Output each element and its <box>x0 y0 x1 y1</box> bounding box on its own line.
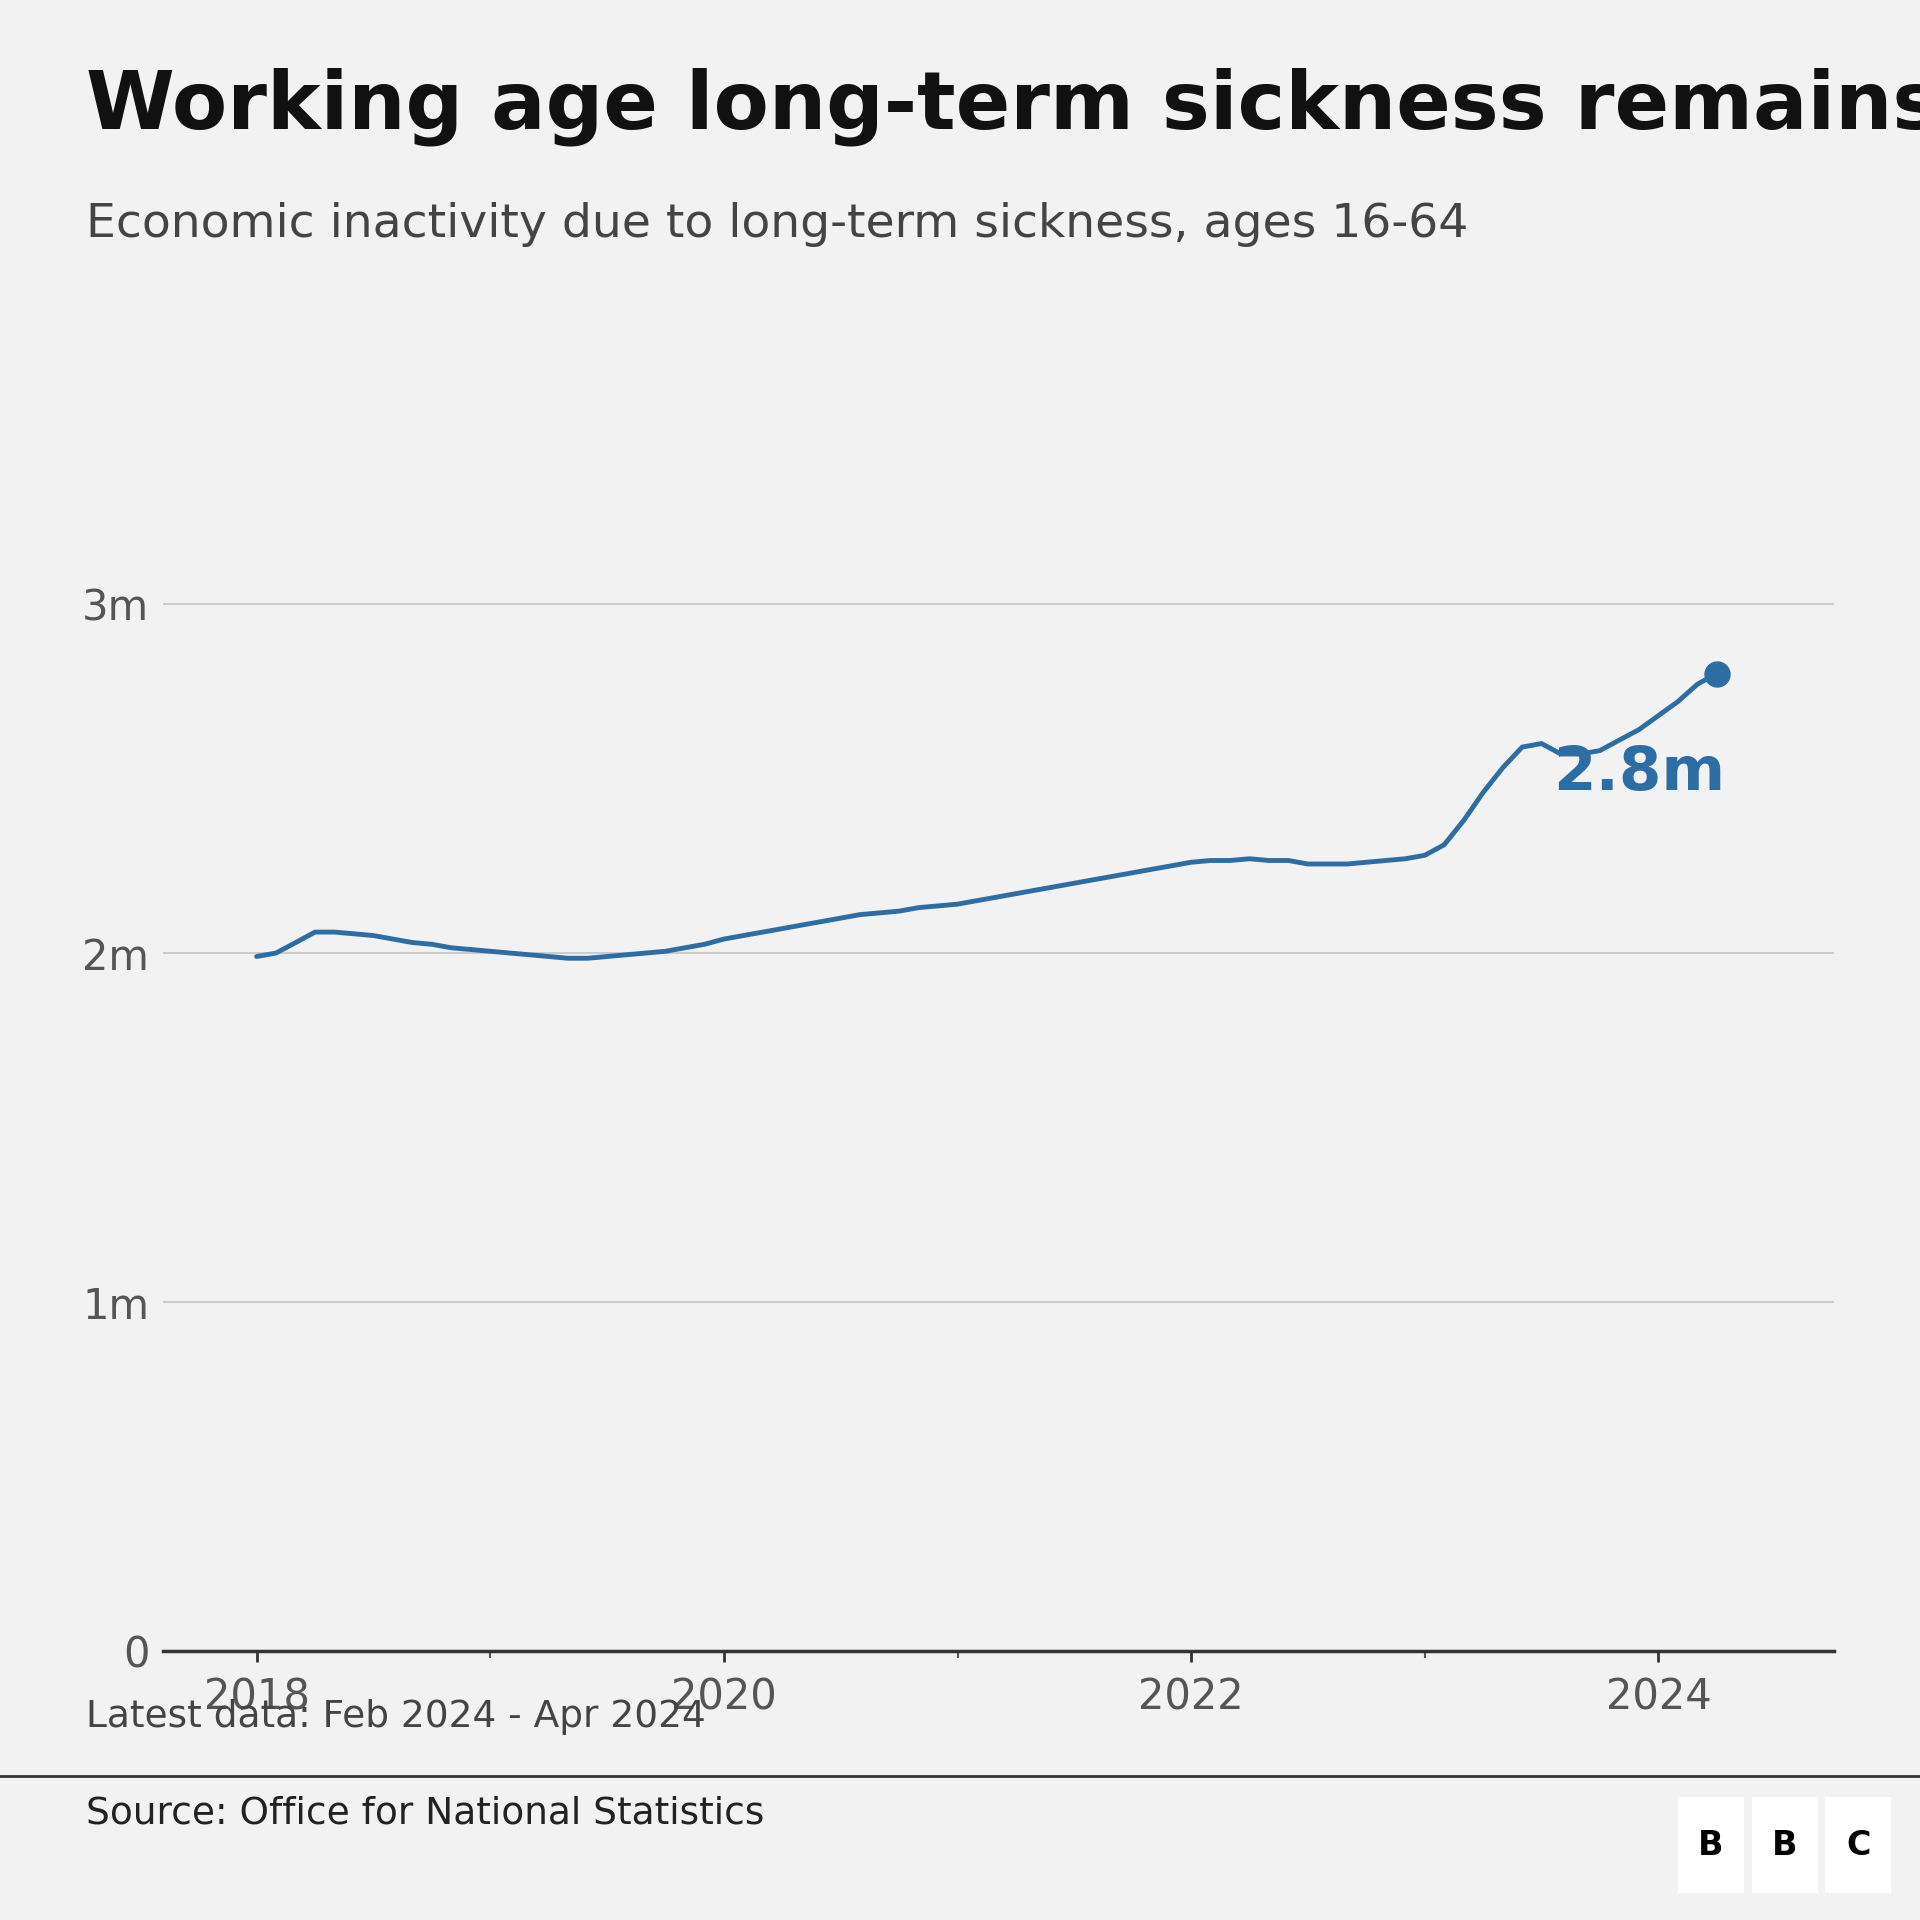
Text: Source: Office for National Statistics: Source: Office for National Statistics <box>86 1795 764 1832</box>
Text: C: C <box>1845 1828 1870 1862</box>
FancyBboxPatch shape <box>1826 1797 1891 1893</box>
Text: 2.8m: 2.8m <box>1553 743 1726 803</box>
Text: B: B <box>1772 1828 1797 1862</box>
Text: Economic inactivity due to long-term sickness, ages 16-64: Economic inactivity due to long-term sic… <box>86 202 1469 246</box>
Text: Latest data: Feb 2024 - Apr 2024: Latest data: Feb 2024 - Apr 2024 <box>86 1699 707 1736</box>
Text: Working age long-term sickness remains high: Working age long-term sickness remains h… <box>86 67 1920 146</box>
FancyBboxPatch shape <box>1678 1797 1743 1893</box>
Text: B: B <box>1699 1828 1724 1862</box>
FancyBboxPatch shape <box>1751 1797 1818 1893</box>
